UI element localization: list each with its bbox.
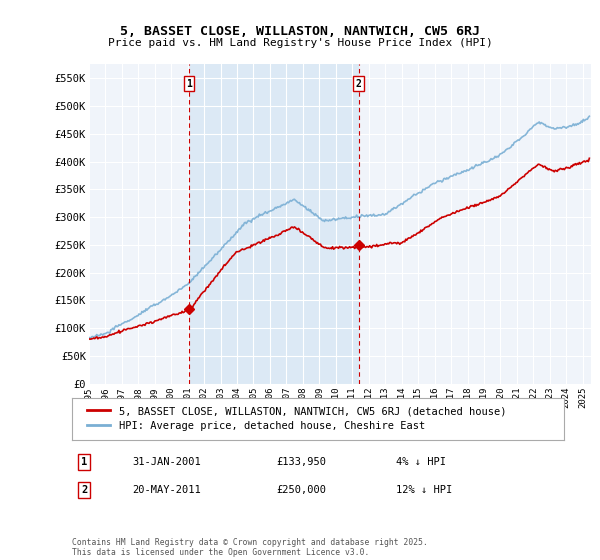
Text: 4% ↓ HPI: 4% ↓ HPI	[396, 457, 446, 467]
Legend: 5, BASSET CLOSE, WILLASTON, NANTWICH, CW5 6RJ (detached house), HPI: Average pri: 5, BASSET CLOSE, WILLASTON, NANTWICH, CW…	[82, 401, 511, 436]
Text: 1: 1	[81, 457, 87, 467]
Text: 20-MAY-2011: 20-MAY-2011	[132, 485, 201, 495]
Text: £133,950: £133,950	[276, 457, 326, 467]
Text: 1: 1	[186, 79, 192, 89]
Text: Price paid vs. HM Land Registry's House Price Index (HPI): Price paid vs. HM Land Registry's House …	[107, 38, 493, 48]
Text: 2: 2	[81, 485, 87, 495]
Text: £250,000: £250,000	[276, 485, 326, 495]
Bar	[189, 64, 359, 384]
Text: Contains HM Land Registry data © Crown copyright and database right 2025.
This d: Contains HM Land Registry data © Crown c…	[72, 538, 428, 557]
Text: 5, BASSET CLOSE, WILLASTON, NANTWICH, CW5 6RJ: 5, BASSET CLOSE, WILLASTON, NANTWICH, CW…	[120, 25, 480, 38]
Text: 2: 2	[356, 79, 361, 89]
Text: 12% ↓ HPI: 12% ↓ HPI	[396, 485, 452, 495]
Text: 31-JAN-2001: 31-JAN-2001	[132, 457, 201, 467]
